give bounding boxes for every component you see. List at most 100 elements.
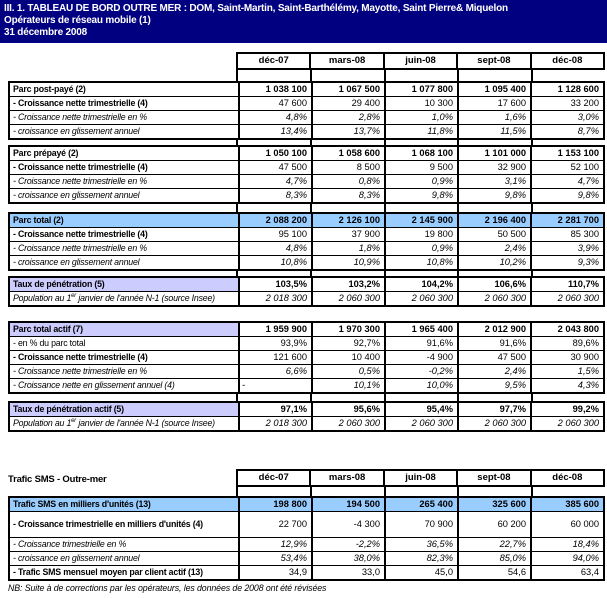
table-row: Parc total actif (7) 1 959 900 1 970 300 1 … xyxy=(10,323,603,336)
date-header-row: déc-07 mars-08 juin-08 sept-08 déc-08 xyxy=(8,52,605,70)
taux-penetration-table: Taux de pénétration (5) 103,5% 103,2% 104,2… xyxy=(8,276,605,307)
value-cell: 1 128 600 xyxy=(530,83,603,96)
row-label: - Croissance nette trimestrielle en % xyxy=(13,176,147,186)
value-cell: 18,4% xyxy=(530,538,603,551)
value-cell: 1,8% xyxy=(311,242,384,255)
value-cell: 82,3% xyxy=(384,552,457,565)
column-header: juin-08 xyxy=(382,471,456,485)
row-label: - Croissance nette trimestrielle (4) xyxy=(13,98,148,108)
value-cell: 1 068 100 xyxy=(384,147,457,160)
row-label: Parc post-payé (2) xyxy=(13,84,86,94)
value-cell: 1,6% xyxy=(457,111,530,124)
row-label: - Croissance nette trimestrielle (4) xyxy=(13,229,148,239)
value-cell: 2 060 300 xyxy=(530,417,603,430)
value-cell: 9,8% xyxy=(457,189,530,202)
row-label: - croissance en glissement annuel xyxy=(13,553,140,563)
row-label: - Croissance nette trimestrielle en % xyxy=(13,243,147,253)
column-header: mars-08 xyxy=(309,54,382,68)
value-cell: 2 060 300 xyxy=(384,292,457,305)
value-cell: 9,8% xyxy=(530,189,603,202)
value-cell: -4 300 xyxy=(311,512,384,537)
document-title-line1: III. 1. TABLEAU DE BORD OUTRE MER : DOM,… xyxy=(4,3,508,14)
value-cell: 85 300 xyxy=(530,228,603,241)
column-header: déc-07 xyxy=(258,55,289,66)
value-cell: 29 400 xyxy=(311,97,384,110)
value-cell: 17 600 xyxy=(457,97,530,110)
value-cell: 1 101 000 xyxy=(457,147,530,160)
value-cell: 8,7% xyxy=(530,125,603,138)
table-row: Population au 1er janvier de l'année N-1… xyxy=(10,291,603,305)
dashboard-table: déc-07 mars-08 juin-08 sept-08 déc-08 Parc p… xyxy=(8,52,605,594)
table-row: Taux de pénétration (5) 103,5% 103,2% 104,2… xyxy=(10,278,603,291)
row-label: - Croissance nette trimestrielle (4) xyxy=(13,352,148,362)
row-label: Trafic SMS en milliers d'unités (13) xyxy=(13,499,151,509)
value-cell: 10,8% xyxy=(238,256,311,269)
value-cell: 2,8% xyxy=(311,111,384,124)
value-cell: 9,8% xyxy=(384,189,457,202)
value-cell: 2 088 200 xyxy=(238,214,311,227)
row-label: - Croissance nette trimestrielle (4) xyxy=(13,162,148,172)
spacer xyxy=(8,307,605,321)
value-cell: 97,1% xyxy=(238,403,311,416)
value-cell: 10,2% xyxy=(457,256,530,269)
value-cell: 22 700 xyxy=(238,512,311,537)
table-row: - croissance en glissement annuel 53,4% 38… xyxy=(10,551,603,565)
value-cell: 103,5% xyxy=(238,278,311,291)
table-row: - Croissance trimestrielle en milliers d… xyxy=(10,511,603,537)
table-row: - Croissance nette trimestrielle en % 4,8… xyxy=(10,241,603,255)
value-cell: 1,0% xyxy=(384,111,457,124)
value-cell: 2 060 300 xyxy=(457,417,530,430)
parc-post-paye-table: Parc post-payé (2) 1 038 100 1 067 500 1 07… xyxy=(8,81,605,140)
value-cell: 2,4% xyxy=(457,242,530,255)
value-cell: -4 900 xyxy=(384,351,457,364)
value-cell: 110,7% xyxy=(530,278,603,291)
row-label: Parc total actif (7) xyxy=(10,323,238,336)
value-cell: 103,2% xyxy=(311,278,384,291)
value-cell: 52 100 xyxy=(530,161,603,174)
value-cell: 121 600 xyxy=(238,351,311,364)
value-cell: 95,4% xyxy=(384,403,457,416)
date-column-headers: déc-07 mars-08 juin-08 sept-08 déc-08 xyxy=(236,52,605,70)
value-cell: 30 900 xyxy=(530,351,603,364)
value-cell: 1 077 800 xyxy=(384,83,457,96)
value-cell: 4,7% xyxy=(530,175,603,188)
table-row: - en % du parc total 93,9% 92,7% 91,6% 91,6%… xyxy=(10,336,603,350)
column-header: déc-08 xyxy=(529,54,603,68)
parc-prepaye-table: Parc prépayé (2) 1 050 100 1 058 600 1 068 … xyxy=(8,145,605,204)
row-label: - croissance en glissement annuel xyxy=(13,190,140,200)
parc-total-actif-table: Parc total actif (7) 1 959 900 1 970 300 1 … xyxy=(8,321,605,394)
value-cell: 2 126 100 xyxy=(311,214,384,227)
value-cell: 3,1% xyxy=(457,175,530,188)
row-label: - Croissance trimestrielle en milliers d… xyxy=(13,519,203,529)
value-cell: 95,6% xyxy=(311,403,384,416)
value-cell: 13,4% xyxy=(238,125,311,138)
table-row: Taux de pénétration actif (5) 97,1% 95,6% 9… xyxy=(10,403,603,416)
table-row: - Croissance nette en glissement annuel … xyxy=(10,378,603,392)
value-cell: 38,0% xyxy=(311,552,384,565)
table-row: - croissance en glissement annuel 13,4% 13… xyxy=(10,124,603,138)
column-header: mars-08 xyxy=(309,471,382,485)
value-cell: 54,6 xyxy=(457,566,530,579)
value-cell: 10 300 xyxy=(384,97,457,110)
table-row: - Croissance nette trimestrielle en % 4,8… xyxy=(10,110,603,124)
row-label: Population au 1er janvier de l'année N-1… xyxy=(13,418,215,428)
value-cell: 2,4% xyxy=(457,365,530,378)
row-label: - Trafic SMS mensuel moyen par client ac… xyxy=(13,567,203,577)
value-cell: 33 200 xyxy=(530,97,603,110)
value-cell: 1 038 100 xyxy=(238,83,311,96)
value-cell: 13,7% xyxy=(311,125,384,138)
value-cell: 94,0% xyxy=(530,552,603,565)
value-cell: 2 060 300 xyxy=(311,417,384,430)
table-row: - Croissance nette trimestrielle (4) 47 5… xyxy=(10,160,603,174)
footnote: NB: Suite à de corrections par les opéra… xyxy=(8,583,327,593)
trafic-sms-table: Trafic SMS en milliers d'unités (13) 198 … xyxy=(8,496,605,581)
value-cell: 10,8% xyxy=(384,256,457,269)
value-cell: 70 900 xyxy=(384,512,457,537)
value-cell: 34,9 xyxy=(238,566,311,579)
table-row: Population au 1er janvier de l'année N-1… xyxy=(10,416,603,430)
value-cell: -2,2% xyxy=(311,538,384,551)
value-cell: 9,5% xyxy=(457,379,530,392)
value-cell: 0,5% xyxy=(311,365,384,378)
value-cell: 60 000 xyxy=(530,512,603,537)
spacer xyxy=(8,432,605,460)
